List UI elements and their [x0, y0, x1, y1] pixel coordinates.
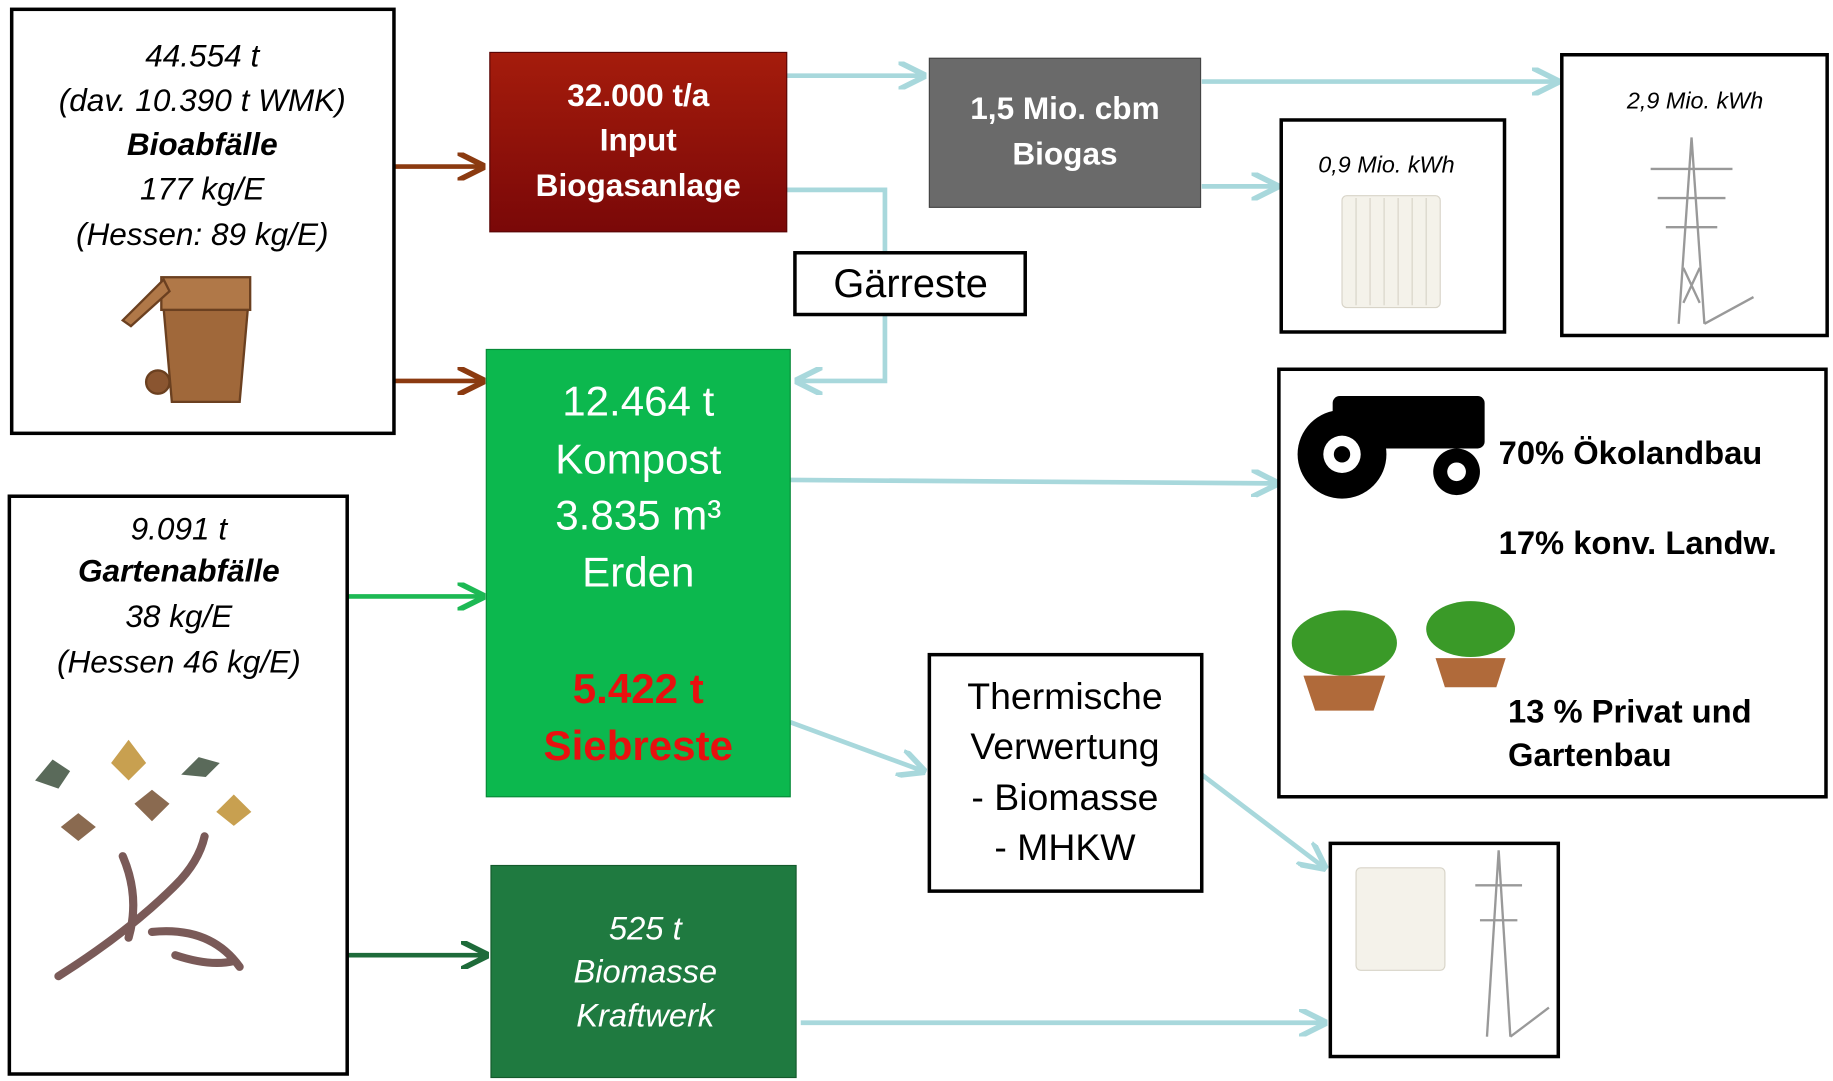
label: - Biomasse: [971, 776, 1158, 818]
label: 13 % Privat und: [1508, 693, 1752, 730]
label: Erden: [582, 549, 694, 596]
label: - MHKW: [994, 826, 1136, 868]
label: 17% konv. Landw.: [1499, 524, 1777, 561]
label: 32.000 t/a: [567, 77, 710, 113]
label: Kraftwerk: [576, 997, 716, 1034]
label: 44.554 t: [145, 38, 260, 74]
label: Gartenabfälle: [78, 552, 280, 588]
radiator-icon: [1342, 196, 1440, 308]
label: 1,5 Mio. cbm: [970, 90, 1159, 126]
label: Siebreste: [544, 722, 733, 769]
label: 38 kg/E: [125, 598, 233, 634]
label: 5.422 t: [573, 665, 704, 712]
label: 3.835 m³: [555, 492, 721, 539]
gaerreste-label: Gärreste: [833, 262, 988, 306]
label: Gartenbau: [1508, 736, 1672, 773]
strom-label: 2,9 Mio. kWh: [1626, 88, 1763, 114]
label: 9.091 t: [131, 511, 229, 547]
label: (Hessen 46 kg/E): [57, 643, 301, 679]
label: 70% Ökolandbau: [1499, 434, 1763, 471]
label: Biomasse: [573, 952, 717, 989]
label: Thermische: [967, 675, 1162, 717]
label: 177 kg/E: [140, 170, 266, 206]
label: Biogasanlage: [536, 167, 741, 203]
label: 525 t: [609, 909, 684, 946]
label: Bioabfälle: [127, 126, 278, 162]
diagram: 44.554 t (dav. 10.390 t WMK) Bioabfälle …: [0, 0, 1833, 1081]
label: Verwertung: [970, 725, 1159, 767]
label: 12.464 t: [562, 377, 714, 424]
label: Input: [600, 121, 678, 157]
label: Kompost: [555, 436, 721, 483]
label: (Hessen: 89 kg/E): [76, 216, 329, 252]
biogas-box: [929, 58, 1200, 207]
waerme-label: 0,9 Mio. kWh: [1318, 152, 1454, 178]
label: Biogas: [1012, 135, 1117, 171]
label: (dav. 10.390 t WMK): [59, 82, 346, 118]
